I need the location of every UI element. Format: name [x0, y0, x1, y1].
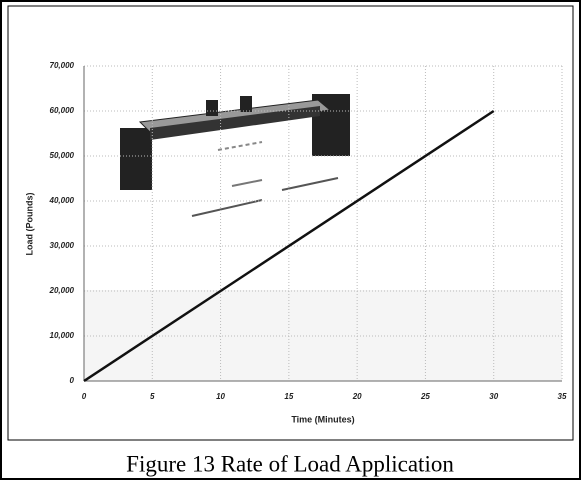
y-tick-label: 30,000	[50, 241, 75, 250]
y-tick-label: 0	[70, 376, 75, 385]
y-tick-label: 40,000	[49, 196, 75, 205]
x-tick-label: 10	[216, 392, 225, 401]
x-axis-label: Time (Minutes)	[291, 414, 354, 424]
caption: Figure 13 Rate of Load Application	[126, 451, 454, 476]
y-tick-label: 20,000	[49, 286, 75, 295]
x-tick-label: 35	[558, 392, 567, 401]
x-tick-label: 30	[489, 392, 498, 401]
plot-shade	[84, 290, 562, 381]
inset-beam	[120, 94, 350, 217]
x-tick-label: 20	[352, 392, 362, 401]
x-tick-label: 0	[82, 392, 87, 401]
y-tick-label: 50,000	[50, 151, 75, 160]
x-tick-label: 5	[150, 392, 155, 401]
x-tick-label: 25	[420, 392, 430, 401]
y-tick-label: 10,000	[50, 331, 75, 340]
data-line	[83, 109, 495, 383]
y-axis-label: Load (Pounds)	[24, 193, 34, 256]
y-tick-label: 70,000	[50, 61, 75, 70]
y-tick-label: 60,000	[50, 106, 75, 115]
x-tick-label: 15	[284, 392, 293, 401]
